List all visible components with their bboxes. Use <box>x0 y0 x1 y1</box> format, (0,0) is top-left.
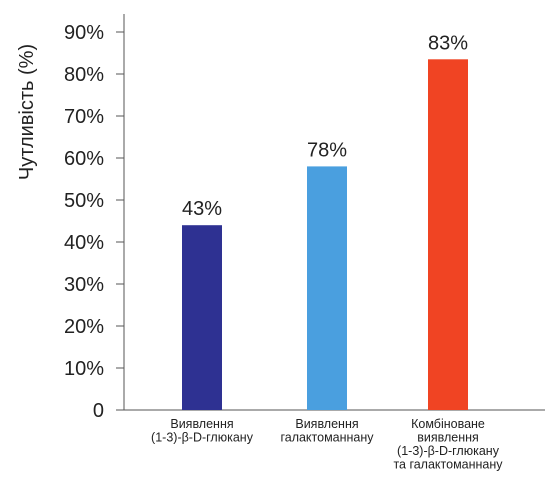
x-category-label: галактоманнану <box>280 431 374 445</box>
y-tick-label: 80% <box>64 64 104 86</box>
y-tick-label: 50% <box>64 190 104 212</box>
bar-1 <box>182 225 222 410</box>
y-tick-label: 20% <box>64 316 104 338</box>
x-category-label: виявлення <box>417 431 479 445</box>
data-label-2: 78% <box>307 139 347 161</box>
data-label-3: 83% <box>428 32 468 54</box>
category-labels-group: Виявлення(1-3)-β-D-глюкануВиявленнягалак… <box>151 417 503 472</box>
y-tick-label: 70% <box>64 106 104 128</box>
bar-2 <box>307 166 347 410</box>
bar-3 <box>428 59 468 411</box>
x-category-label: та галактоманнану <box>393 458 503 472</box>
y-tick-label: 10% <box>64 358 104 380</box>
y-tick-label: 40% <box>64 232 104 254</box>
y-axis-ticks: 0 10% 20% 30% 40% 50% 60% 70% 80% 90% <box>64 22 124 422</box>
x-category-label: Комбіноване <box>411 417 485 431</box>
x-category-label: Виявлення <box>295 417 358 431</box>
x-category-label: Виявлення <box>170 417 233 431</box>
y-tick-label: 90% <box>64 22 104 44</box>
data-labels-group: 43% 78% 83% <box>182 32 468 220</box>
y-tick-label: 30% <box>64 274 104 296</box>
x-category-label: (1-3)-β-D-глюкану <box>397 444 500 458</box>
y-tick-label: 0 <box>93 400 104 422</box>
bars-group <box>182 59 468 411</box>
y-axis-title: Чутливість (%) <box>16 44 38 180</box>
y-tick-label: 60% <box>64 148 104 170</box>
x-category-label: (1-3)-β-D-глюкану <box>151 431 254 445</box>
data-label-1: 43% <box>182 198 222 220</box>
